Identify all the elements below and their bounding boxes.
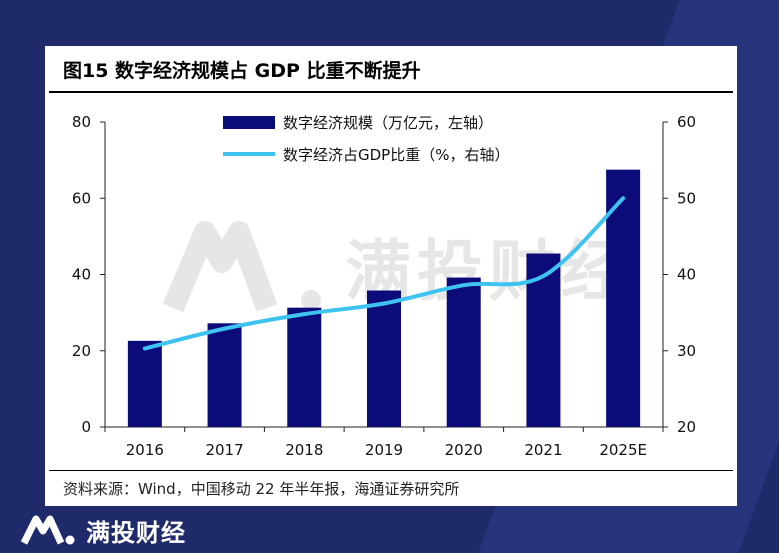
line-point bbox=[382, 301, 386, 305]
brand-name: 满投财经 bbox=[86, 518, 186, 547]
left-tick-label: 60 bbox=[72, 189, 91, 207]
legend-bar-label: 数字经济规模（万亿元，左轴） bbox=[283, 114, 493, 132]
left-tick-label: 80 bbox=[72, 113, 91, 131]
x-tick-label: 2019 bbox=[365, 441, 403, 459]
bar bbox=[287, 307, 322, 427]
line-point bbox=[223, 327, 227, 331]
x-tick-label: 2020 bbox=[445, 441, 483, 459]
watermark-dot-icon bbox=[301, 290, 321, 310]
figure-title: 图15 数字经济规模占 GDP 比重不断提升 bbox=[63, 60, 421, 82]
x-tick-label: 2016 bbox=[126, 441, 164, 459]
line-point bbox=[541, 274, 545, 278]
right-tick-label: 50 bbox=[677, 189, 696, 207]
x-tick-label: 2017 bbox=[205, 441, 243, 459]
title-divider bbox=[49, 91, 733, 93]
brand: 满投财经 bbox=[20, 510, 186, 550]
right-tick-label: 20 bbox=[677, 418, 696, 436]
source-note: 资料来源：Wind，中国移动 22 年半年报，海通证券研究所 bbox=[63, 480, 460, 498]
line-point bbox=[302, 312, 306, 316]
line-point bbox=[462, 283, 466, 287]
line-point bbox=[621, 196, 625, 200]
x-tick-label: 2018 bbox=[285, 441, 323, 459]
legend-bar-swatch bbox=[223, 116, 275, 129]
left-tick-label: 20 bbox=[72, 342, 91, 360]
x-tick-label: 2025E bbox=[599, 441, 647, 459]
left-tick-label: 40 bbox=[72, 266, 91, 284]
brand-logo-icon bbox=[20, 515, 75, 545]
right-tick-label: 30 bbox=[677, 342, 696, 360]
line-point bbox=[143, 346, 147, 350]
chart-card: 图15 数字经济规模占 GDP 比重不断提升 满投财经 0 20 40 60 80 20 3… bbox=[45, 46, 737, 506]
watermark-logo-icon bbox=[162, 221, 278, 313]
bar bbox=[127, 340, 162, 427]
right-tick-label: 60 bbox=[677, 113, 696, 131]
bar bbox=[367, 290, 401, 427]
source-divider bbox=[49, 470, 733, 471]
left-tick-label: 0 bbox=[81, 418, 91, 436]
right-tick-label: 40 bbox=[677, 266, 696, 284]
bar bbox=[207, 323, 242, 427]
legend-line-label: 数字经济占GDP比重（%，右轴） bbox=[283, 146, 509, 164]
x-tick-label: 2021 bbox=[524, 441, 562, 459]
bar bbox=[446, 277, 481, 427]
